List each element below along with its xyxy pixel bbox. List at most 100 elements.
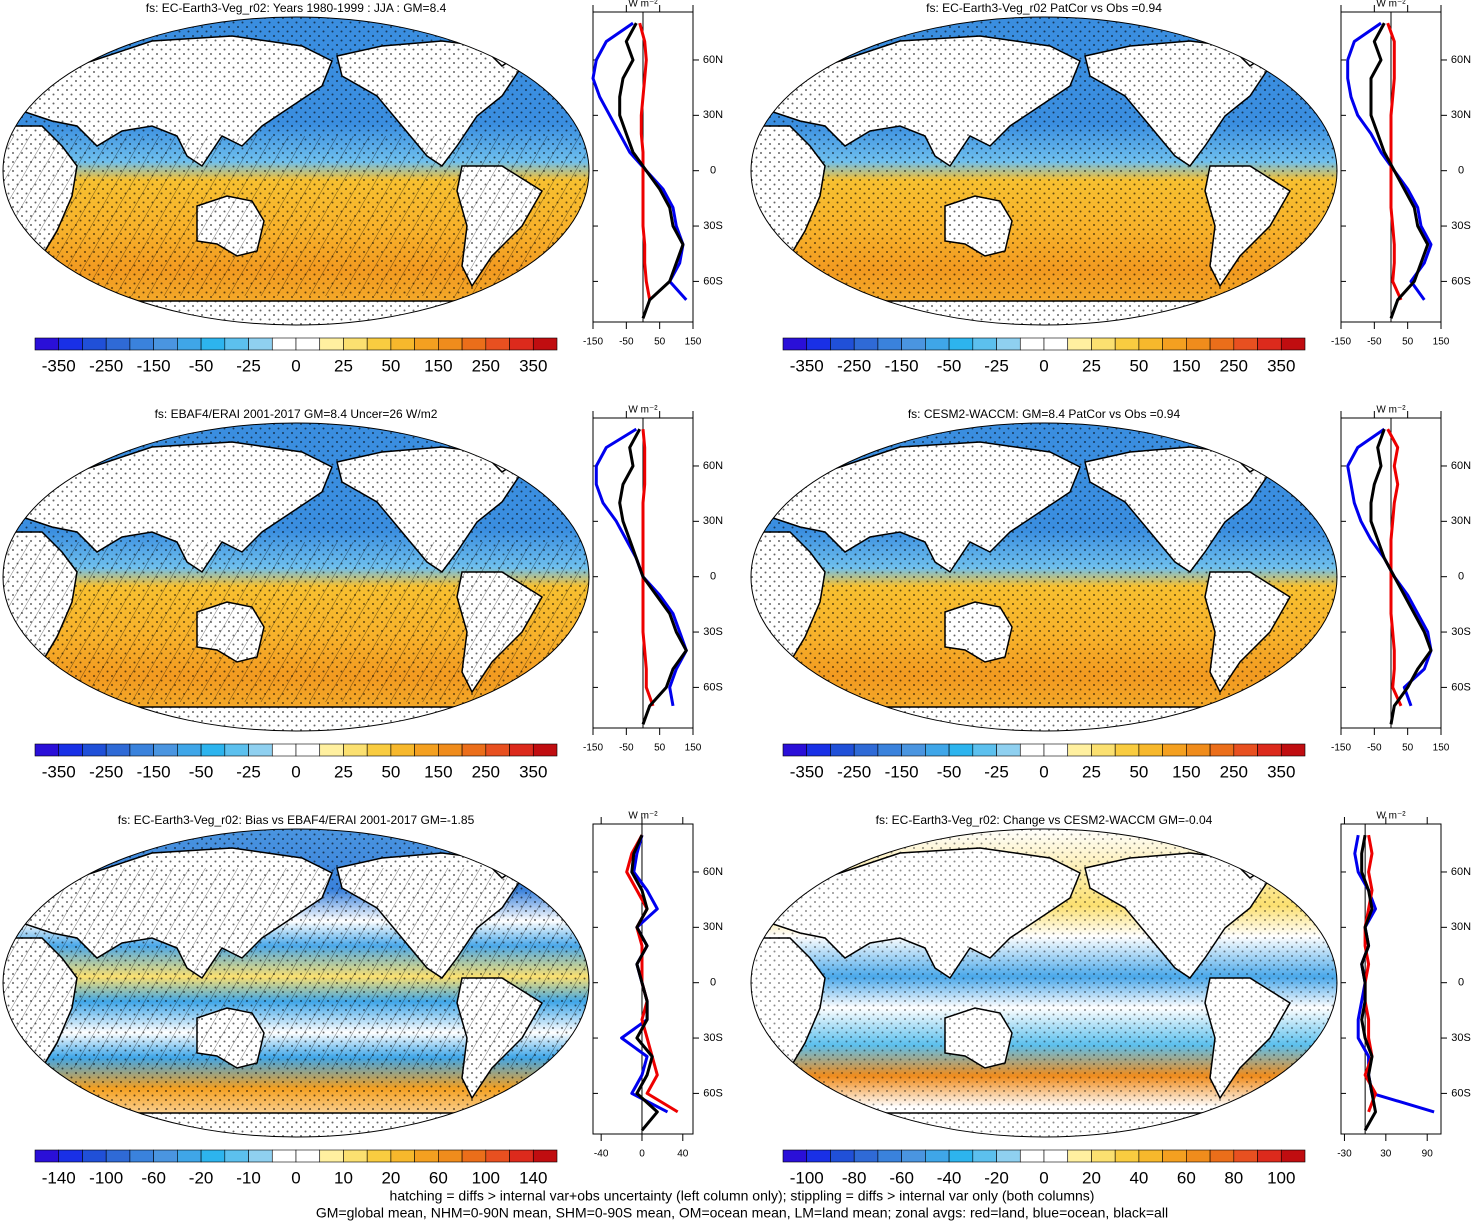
colorbar-label: 25 <box>1082 356 1101 375</box>
panel-title: fs: CESM2-WACCM: GM=8.4 PatCor vs Obs =0… <box>908 407 1181 421</box>
colorbar-label: 50 <box>381 356 400 375</box>
colorbar-label: 0 <box>291 1168 300 1187</box>
colorbar-swatch <box>532 337 558 351</box>
colorbar-swatch <box>948 743 974 757</box>
zonal-frame <box>592 823 694 1135</box>
colorbar-swatch <box>509 337 534 351</box>
colorbar-swatch <box>461 1149 487 1163</box>
zonal-line <box>641 428 655 707</box>
colorbar-swatch <box>830 1149 855 1163</box>
panel-title: fs: EC-Earth3-Veg_r02 PatCor vs Obs =0.9… <box>926 1 1162 15</box>
colorbar-swatch <box>1138 743 1163 757</box>
colorbar-swatch <box>532 1149 558 1163</box>
colorbar-label: -80 <box>842 1168 867 1187</box>
y-tick-label: 30N <box>703 921 723 933</box>
zonal-line <box>618 428 688 725</box>
colorbar-label: 100 <box>1267 1168 1295 1187</box>
x-tick-label: 50 <box>654 337 666 348</box>
colorbar-label: 20 <box>1082 1168 1101 1187</box>
zonal-line <box>618 22 685 319</box>
colorbar-swatch <box>1067 1149 1092 1163</box>
colorbar-swatch <box>271 337 297 351</box>
x-tick-label: 40 <box>677 1149 689 1160</box>
colorbar-label: 50 <box>1129 356 1148 375</box>
colorbar-label: 0 <box>1039 1168 1048 1187</box>
y-tick-label: 30S <box>703 220 723 232</box>
y-tick-label: 30N <box>703 109 723 121</box>
colorbar-label: -140 <box>42 1168 76 1187</box>
y-tick-label: 0 <box>710 165 716 177</box>
colorbar-swatch <box>1257 743 1282 757</box>
colorbar-swatch <box>343 743 368 757</box>
colorbar-swatch <box>153 743 178 757</box>
colorbar-swatch <box>972 1149 997 1163</box>
colorbar-swatch <box>485 1149 510 1163</box>
colorbar-swatch <box>1019 1149 1045 1163</box>
colorbar-swatch <box>901 337 926 351</box>
x-tick-label: -150 <box>583 337 603 348</box>
colorbar-swatch <box>1280 743 1306 757</box>
y-tick-label: 0 <box>1458 977 1464 989</box>
colorbar-swatch <box>1233 337 1258 351</box>
colorbar-label: 10 <box>334 1168 353 1187</box>
colorbar-swatch <box>509 1149 534 1163</box>
panel-title: fs: EC-Earth3-Veg_r02: Bias vs EBAF4/ERA… <box>118 813 475 827</box>
colorbar-swatch <box>271 1149 297 1163</box>
colorbar-label: 60 <box>1177 1168 1196 1187</box>
y-tick-label: 30S <box>1451 626 1471 638</box>
panel-title: fs: EC-Earth3-Veg_r02: Years 1980-1999 :… <box>146 1 447 15</box>
y-tick-label: 30S <box>1451 1032 1471 1044</box>
colorbar-swatch <box>390 1149 415 1163</box>
colorbar-label: -250 <box>89 762 123 781</box>
colorbar-label: -350 <box>790 762 824 781</box>
colorbar-swatch <box>1043 743 1069 757</box>
colorbar-label: 250 <box>472 356 500 375</box>
colorbar-swatch <box>1233 1149 1258 1163</box>
colorbar-label: -350 <box>42 356 76 375</box>
colorbar-swatch <box>485 743 510 757</box>
colorbar-label: -350 <box>790 356 824 375</box>
x-tick-label: -30 <box>1337 1149 1352 1160</box>
colorbar-swatch <box>782 743 808 757</box>
colorbar-swatch <box>1138 1149 1163 1163</box>
colorbar-label: -50 <box>937 762 962 781</box>
colorbar-label: 350 <box>1267 762 1295 781</box>
y-tick-label: 60N <box>703 460 723 472</box>
colorbar-swatch <box>830 743 855 757</box>
colorbar-label: 50 <box>1129 762 1148 781</box>
y-tick-label: 60N <box>1451 866 1471 878</box>
colorbar-swatch <box>1186 743 1211 757</box>
colorbar-swatch <box>390 337 415 351</box>
colorbar-swatch <box>1019 743 1045 757</box>
colorbar-label: 150 <box>1172 356 1200 375</box>
colorbar-swatch <box>58 743 83 757</box>
zonal-line <box>594 427 688 707</box>
y-tick-label: 30S <box>703 626 723 638</box>
colorbar-swatch <box>200 337 226 351</box>
colorbar-label: -150 <box>137 762 171 781</box>
colorbar-swatch <box>343 1149 368 1163</box>
colorbar-swatch <box>1280 337 1306 351</box>
y-tick-label: 0 <box>1458 165 1464 177</box>
map <box>750 828 1338 1138</box>
colorbar-swatch <box>295 337 321 351</box>
x-tick-label: -50 <box>619 337 634 348</box>
x-tick-label: 50 <box>654 743 666 754</box>
y-tick-label: 60S <box>1451 275 1471 287</box>
colorbar-swatch <box>1091 337 1116 351</box>
colorbar-label: -25 <box>236 356 261 375</box>
colorbar-swatch <box>461 743 487 757</box>
colorbar-swatch <box>248 337 273 351</box>
colorbar-label: 25 <box>334 356 353 375</box>
colorbar-swatch <box>1114 743 1140 757</box>
colorbar-label: 20 <box>381 1168 400 1187</box>
footer-note: hatching = diffs > internal var+obs unce… <box>390 1188 1095 1204</box>
y-tick-label: 60N <box>1451 54 1471 66</box>
colorbar-label: 0 <box>291 762 300 781</box>
colorbar-swatch <box>1233 743 1258 757</box>
colorbar-swatch <box>224 743 249 757</box>
colorbar-label: 350 <box>1267 356 1295 375</box>
colorbar-label: -25 <box>984 762 1009 781</box>
